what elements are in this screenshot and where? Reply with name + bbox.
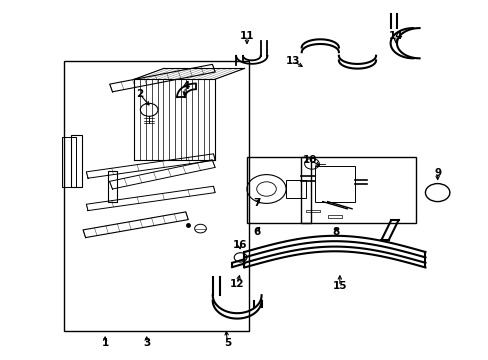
Bar (315, 166, 354, 202)
Bar (285, 180, 305, 198)
Text: 3: 3 (143, 338, 150, 348)
Text: 1: 1 (102, 338, 108, 348)
Bar (63, 61, 249, 331)
Bar (327, 215, 342, 218)
Text: 2: 2 (136, 89, 142, 99)
Text: 4: 4 (182, 81, 189, 91)
Text: 16: 16 (232, 240, 246, 250)
Bar (300, 157, 415, 223)
Text: 14: 14 (388, 31, 403, 41)
Text: 12: 12 (229, 279, 244, 289)
Bar (107, 171, 117, 202)
Text: 5: 5 (224, 338, 230, 348)
Text: 15: 15 (332, 281, 346, 291)
Bar (305, 210, 320, 212)
Text: 8: 8 (332, 227, 339, 237)
Text: 10: 10 (303, 155, 317, 165)
Text: 13: 13 (285, 56, 300, 66)
Text: 7: 7 (252, 198, 260, 208)
Text: 6: 6 (253, 227, 260, 237)
Bar (71, 135, 81, 187)
Text: 9: 9 (433, 168, 440, 178)
Bar (246, 157, 310, 223)
Text: 11: 11 (239, 31, 254, 41)
